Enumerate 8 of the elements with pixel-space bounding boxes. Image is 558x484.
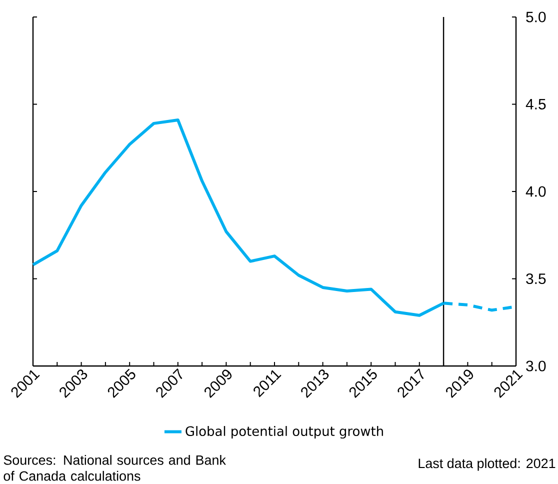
source-note: Sources: National sources and Bank of Canada calculations: [4, 454, 226, 481]
y-tick-label: 3.5: [526, 273, 546, 284]
y-tick-label: 5.0: [526, 12, 546, 22]
y-tick-label: 3.0: [526, 360, 546, 372]
legend-label: Global potential output growth: [186, 426, 383, 439]
y-tick-label: 4.5: [526, 99, 546, 110]
text: Last data plotted: 2021: [418, 458, 556, 471]
y-tick-label: 4.0: [526, 186, 546, 197]
